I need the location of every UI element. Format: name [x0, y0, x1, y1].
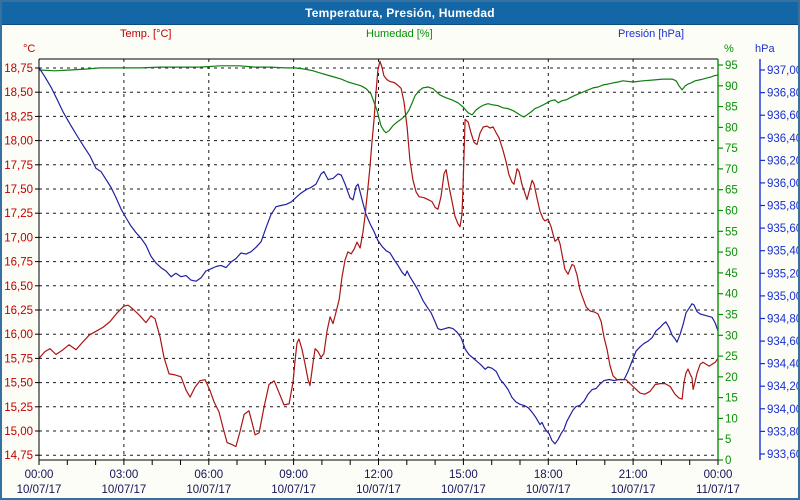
- plot-area: [39, 59, 718, 460]
- svg-text:00:00: 00:00: [25, 469, 54, 481]
- pressure-series-line: [38, 67, 719, 445]
- svg-text:12:00: 12:00: [364, 469, 393, 481]
- temp-axis-unit: °C: [23, 43, 36, 55]
- svg-text:11/07/17: 11/07/17: [696, 484, 740, 496]
- svg-text:09:00: 09:00: [279, 469, 308, 481]
- svg-text:45: 45: [725, 268, 738, 280]
- svg-text:17,00: 17,00: [4, 232, 33, 244]
- svg-text:10/07/17: 10/07/17: [526, 484, 571, 496]
- pressure-axis-unit: hPa: [755, 43, 775, 55]
- temp-axis-labels: 18,75 18,50 18,25 18,00 17,75 17,50 17,25 17,00…: [4, 63, 39, 462]
- svg-text:10/07/17: 10/07/17: [102, 484, 147, 496]
- svg-text:934,00: 934,00: [767, 404, 798, 416]
- chart-legend: Temp. [°C] Humedad [%] Presión [hPa]: [2, 28, 798, 42]
- svg-text:936,80: 936,80: [767, 88, 798, 100]
- svg-text:935,00: 935,00: [767, 291, 798, 303]
- svg-text:50: 50: [725, 247, 738, 259]
- svg-text:21:00: 21:00: [619, 469, 648, 481]
- svg-text:95: 95: [725, 60, 738, 72]
- svg-text:06:00: 06:00: [194, 469, 223, 481]
- svg-text:55: 55: [725, 226, 738, 238]
- svg-text:20: 20: [725, 372, 738, 384]
- svg-text:90: 90: [725, 81, 738, 93]
- svg-text:935,80: 935,80: [767, 201, 798, 213]
- svg-text:25: 25: [725, 351, 738, 363]
- chart-canvas: 18,75 18,50 18,25 18,00 17,75 17,50 17,25 17,00…: [4, 58, 798, 496]
- svg-text:17,75: 17,75: [4, 160, 33, 172]
- humidity-axis-unit: %: [724, 43, 734, 55]
- svg-text:14,75: 14,75: [4, 450, 33, 462]
- svg-text:15,75: 15,75: [4, 353, 33, 365]
- legend-temperature: Temp. [°C]: [120, 28, 172, 40]
- svg-text:35: 35: [725, 310, 738, 322]
- svg-text:15:00: 15:00: [449, 469, 478, 481]
- svg-text:10/07/17: 10/07/17: [186, 484, 231, 496]
- svg-text:16,50: 16,50: [4, 281, 33, 293]
- svg-text:16,25: 16,25: [4, 305, 33, 317]
- svg-text:30: 30: [725, 330, 738, 342]
- svg-text:18,75: 18,75: [4, 63, 33, 75]
- legend-pressure: Presión [hPa]: [618, 28, 685, 40]
- svg-text:10/07/17: 10/07/17: [271, 484, 316, 496]
- svg-text:03:00: 03:00: [110, 469, 139, 481]
- svg-text:936,40: 936,40: [767, 133, 798, 145]
- svg-text:10/07/17: 10/07/17: [17, 484, 62, 496]
- svg-text:10/07/17: 10/07/17: [441, 484, 486, 496]
- svg-text:00:00: 00:00: [704, 469, 733, 481]
- humidity-series-line: [38, 65, 719, 134]
- svg-text:5: 5: [725, 434, 731, 446]
- svg-text:18,00: 18,00: [4, 136, 33, 148]
- svg-text:40: 40: [725, 289, 738, 301]
- svg-text:18,25: 18,25: [4, 111, 33, 123]
- svg-text:937,00: 937,00: [767, 65, 798, 77]
- svg-text:15,00: 15,00: [4, 426, 33, 438]
- svg-text:10/07/17: 10/07/17: [611, 484, 656, 496]
- svg-text:18:00: 18:00: [534, 469, 563, 481]
- svg-text:0: 0: [725, 455, 731, 467]
- svg-text:934,20: 934,20: [767, 381, 798, 393]
- svg-text:17,25: 17,25: [4, 208, 33, 220]
- legend-humidity: Humedad [%]: [366, 28, 433, 40]
- svg-text:935,20: 935,20: [767, 268, 798, 280]
- svg-text:933,60: 933,60: [767, 449, 798, 461]
- title-bar: Temperatura, Presión, Humedad: [2, 2, 798, 25]
- svg-text:933,80: 933,80: [767, 426, 798, 438]
- svg-text:935,40: 935,40: [767, 246, 798, 258]
- page-title: Temperatura, Presión, Humedad: [305, 6, 495, 20]
- svg-text:60: 60: [725, 206, 738, 218]
- pressure-axis-labels: 937,00 936,80 936,60 936,40 936,20 936,00 935,…: [759, 59, 798, 461]
- svg-text:65: 65: [725, 185, 738, 197]
- svg-text:75: 75: [725, 143, 738, 155]
- svg-text:936,60: 936,60: [767, 110, 798, 122]
- x-axis-labels: 00:00 10/07/17 03:00 10/07/17 06:00 10/07/17 0…: [17, 460, 740, 496]
- svg-text:17,50: 17,50: [4, 184, 33, 196]
- svg-text:934,60: 934,60: [767, 336, 798, 348]
- svg-text:70: 70: [725, 164, 738, 176]
- svg-text:15,50: 15,50: [4, 378, 33, 390]
- temperature-series-line: [38, 60, 719, 448]
- svg-text:15,25: 15,25: [4, 402, 33, 414]
- svg-text:934,80: 934,80: [767, 314, 798, 326]
- svg-text:15: 15: [725, 393, 738, 405]
- series-lines: [38, 60, 719, 448]
- svg-text:935,60: 935,60: [767, 223, 798, 235]
- svg-text:16,75: 16,75: [4, 257, 33, 269]
- svg-text:85: 85: [725, 102, 738, 114]
- svg-text:934,40: 934,40: [767, 359, 798, 371]
- svg-text:936,20: 936,20: [767, 155, 798, 167]
- svg-text:18,50: 18,50: [4, 87, 33, 99]
- svg-text:80: 80: [725, 122, 738, 134]
- svg-text:10/07/17: 10/07/17: [356, 484, 401, 496]
- svg-text:10: 10: [725, 413, 738, 425]
- svg-text:16,00: 16,00: [4, 329, 33, 341]
- svg-text:936,00: 936,00: [767, 178, 798, 190]
